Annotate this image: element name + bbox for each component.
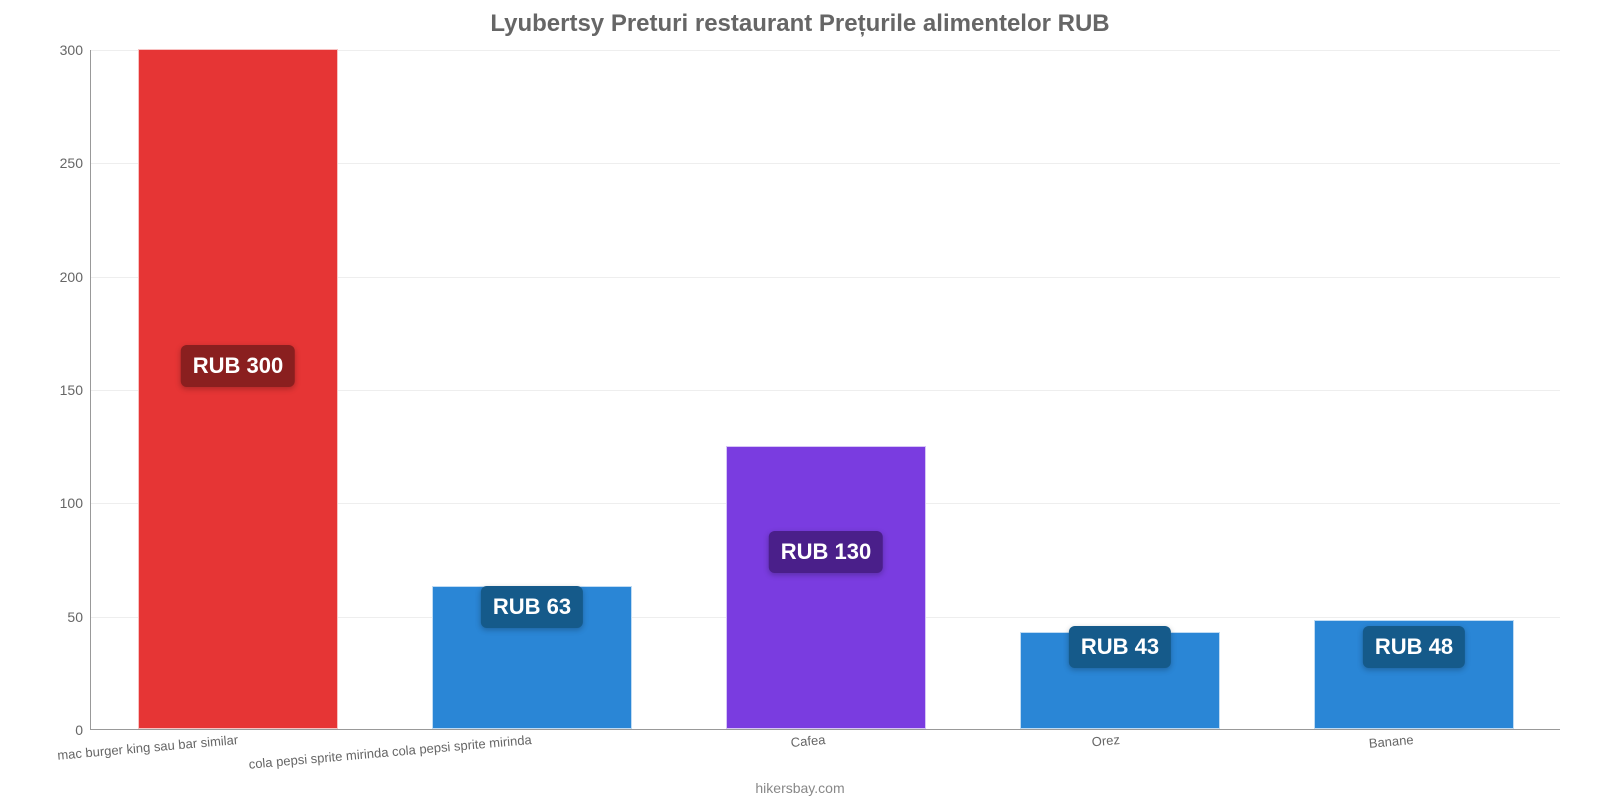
y-tick-label: 100 <box>60 495 83 511</box>
x-tick-label: cola pepsi sprite mirinda cola pepsi spr… <box>248 732 532 772</box>
x-tick-label: Banane <box>1368 732 1414 751</box>
y-tick-label: 150 <box>60 382 83 398</box>
chart-title: Lyubertsy Preturi restaurant Prețurile a… <box>0 0 1600 38</box>
bar-value-label: RUB 48 <box>1363 626 1465 668</box>
bar-value-label: RUB 63 <box>481 586 583 628</box>
y-tick-label: 200 <box>60 269 83 285</box>
bar-value-label: RUB 130 <box>769 531 883 573</box>
bar <box>138 49 338 729</box>
x-tick-label: mac burger king sau bar similar <box>56 732 238 763</box>
chart-plot-area: 050100150200250300RUB 300RUB 63RUB 130RU… <box>90 50 1560 730</box>
bar <box>726 446 926 729</box>
y-tick-label: 50 <box>67 609 83 625</box>
bar-value-label: RUB 43 <box>1069 626 1171 668</box>
x-tick-label: Cafea <box>790 732 826 750</box>
x-tick-label: Orez <box>1091 732 1120 749</box>
bar-value-label: RUB 300 <box>181 345 295 387</box>
plot-region: 050100150200250300RUB 300RUB 63RUB 130RU… <box>90 50 1560 730</box>
attribution-text: hikersbay.com <box>755 780 844 796</box>
y-tick-label: 250 <box>60 155 83 171</box>
y-tick-label: 0 <box>75 722 83 738</box>
y-tick-label: 300 <box>60 42 83 58</box>
